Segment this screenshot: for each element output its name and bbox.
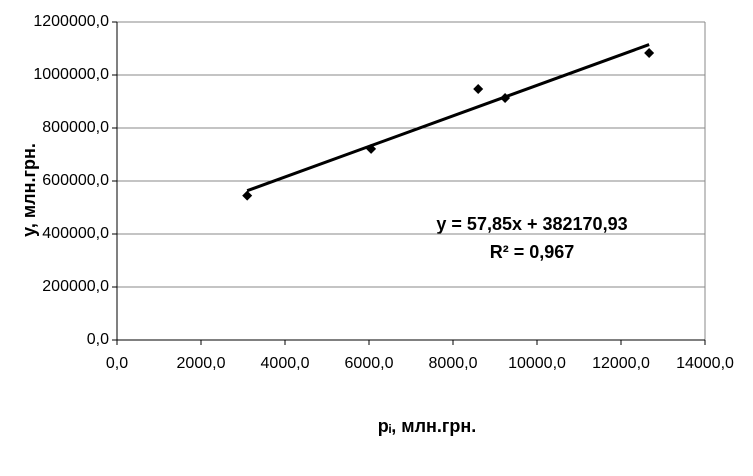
x-tick-label: 8000,0 [429,355,478,372]
x-tick-label: 12000,0 [592,355,650,372]
y-tick-label: 800000,0 [42,119,109,136]
x-tick-label: 2000,0 [177,355,226,372]
y-tick-label: 0,0 [87,331,109,348]
x-tick-label: 10000,0 [508,355,566,372]
y-tick-label: 1200000,0 [33,13,109,30]
point [473,84,484,95]
point [500,93,511,104]
trendline-r2: R² = 0,967 [490,242,575,262]
y-tick-label: 400000,0 [42,225,109,242]
point [242,190,253,201]
x-tick-label: 0,0 [106,355,128,372]
x-axis-label: pᵢ, млн.грн. [378,416,477,436]
y-tick-label: 200000,0 [42,278,109,295]
point [644,48,655,59]
y-axis-label: y, млн.грн. [19,143,39,237]
x-tick-label: 6000,0 [345,355,394,372]
y-tick-label: 600000,0 [42,172,109,189]
trendline-equation: y = 57,85x + 382170,93 [436,214,627,234]
point [366,143,377,154]
y-tick-label: 1000000,0 [33,66,109,83]
trendline [246,43,650,193]
x-tick-label: 14000,0 [676,355,734,372]
x-tick-label: 4000,0 [261,355,310,372]
